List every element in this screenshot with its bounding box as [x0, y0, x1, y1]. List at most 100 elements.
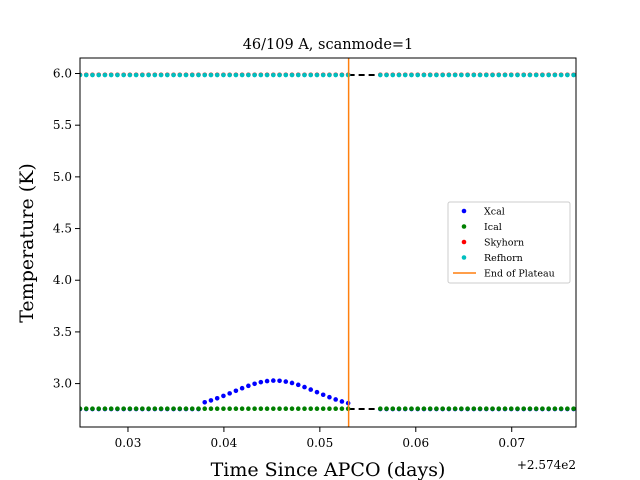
- point-xcal: [339, 399, 345, 404]
- point-ical: [415, 406, 421, 412]
- point-ical: [171, 406, 176, 412]
- point-refhorn: [177, 72, 183, 78]
- point-ical: [133, 406, 139, 412]
- point-refhorn: [508, 72, 514, 78]
- point-refhorn: [121, 72, 126, 78]
- point-refhorn: [402, 72, 408, 78]
- point-ical: [390, 406, 396, 412]
- point-refhorn: [258, 72, 264, 78]
- point-ical: [189, 406, 195, 412]
- point-ical: [146, 406, 151, 412]
- point-refhorn: [496, 72, 502, 78]
- point-refhorn: [427, 72, 433, 78]
- point-refhorn: [108, 72, 114, 78]
- point-ical: [527, 406, 533, 412]
- point-ical: [214, 406, 220, 412]
- point-ical: [540, 406, 545, 412]
- x-axis: 0.03 0.04 0.05 0.06 0.07: [115, 427, 525, 450]
- point-ical: [402, 406, 408, 412]
- point-ical: [264, 406, 270, 412]
- point-ical: [471, 406, 477, 412]
- point-xcal: [314, 389, 320, 395]
- point-ical: [477, 406, 483, 412]
- point-ical: [333, 406, 338, 412]
- point-xcal: [227, 391, 232, 396]
- point-refhorn: [140, 72, 145, 78]
- point-refhorn: [415, 72, 421, 78]
- point-ical: [271, 406, 276, 412]
- point-ical: [409, 406, 414, 412]
- point-ical: [183, 406, 189, 412]
- point-xcal: [320, 392, 326, 398]
- legend-label: Refhorn: [484, 253, 523, 264]
- point-refhorn: [102, 72, 108, 78]
- point-xcal: [252, 381, 257, 387]
- point-xcal: [264, 378, 270, 384]
- point-refhorn: [158, 72, 164, 78]
- point-refhorn: [396, 72, 402, 78]
- point-refhorn: [409, 72, 414, 78]
- point-refhorn: [96, 72, 102, 78]
- point-ical: [277, 406, 282, 412]
- point-refhorn: [214, 72, 220, 78]
- point-ical: [177, 406, 183, 412]
- point-ical: [233, 406, 239, 412]
- point-ical: [427, 406, 433, 412]
- legend-box: [447, 201, 571, 284]
- point-refhorn: [540, 72, 545, 78]
- point-refhorn: [339, 72, 345, 78]
- point-ical: [90, 406, 95, 412]
- point-ical: [127, 406, 133, 412]
- point-ical: [327, 406, 332, 412]
- point-ical: [289, 406, 295, 412]
- point-refhorn: [202, 72, 208, 78]
- axes-frame: [79, 57, 577, 428]
- point-refhorn: [233, 72, 239, 78]
- point-ical: [459, 406, 464, 412]
- point-xcal: [308, 387, 314, 392]
- point-xcal: [271, 378, 276, 383]
- legend: Xcal Ical Skyhorn Refhorn End of Plateau: [447, 201, 571, 284]
- point-ical: [571, 406, 576, 412]
- point-refhorn: [434, 72, 439, 78]
- point-refhorn: [471, 72, 477, 78]
- point-ical: [96, 406, 102, 412]
- point-ical: [252, 406, 257, 412]
- point-ical: [558, 406, 564, 412]
- point-ical: [496, 406, 502, 412]
- point-refhorn: [465, 72, 470, 78]
- point-refhorn: [446, 72, 452, 78]
- plot-area: [80, 58, 576, 427]
- point-ical: [239, 406, 245, 412]
- point-refhorn: [208, 72, 214, 78]
- point-ical: [283, 406, 289, 412]
- series-refhorn: [80, 72, 576, 78]
- point-refhorn: [314, 72, 320, 78]
- point-ical: [434, 406, 439, 412]
- point-refhorn: [515, 72, 520, 78]
- point-refhorn: [477, 72, 483, 78]
- point-ical: [227, 406, 232, 412]
- point-refhorn: [171, 72, 176, 78]
- point-ical: [396, 406, 402, 412]
- point-ical: [377, 406, 383, 412]
- point-refhorn: [377, 72, 383, 78]
- legend-marker-ical: [461, 224, 467, 229]
- point-ical: [102, 406, 108, 412]
- y-tick-label: 5.0: [53, 170, 72, 184]
- point-refhorn: [295, 72, 301, 78]
- point-refhorn: [239, 72, 245, 78]
- point-refhorn: [327, 72, 332, 78]
- point-xcal: [295, 382, 301, 388]
- point-ical: [221, 406, 226, 412]
- legend-label: Xcal: [484, 207, 505, 218]
- point-refhorn: [502, 72, 508, 78]
- legend-label: End of Plateau: [484, 269, 555, 280]
- point-xcal: [239, 385, 245, 391]
- point-refhorn: [252, 72, 257, 78]
- point-refhorn: [421, 72, 427, 78]
- chart-title: 46/109 A, scanmode=1: [243, 37, 414, 53]
- point-ical: [295, 406, 301, 412]
- point-ical: [115, 406, 120, 412]
